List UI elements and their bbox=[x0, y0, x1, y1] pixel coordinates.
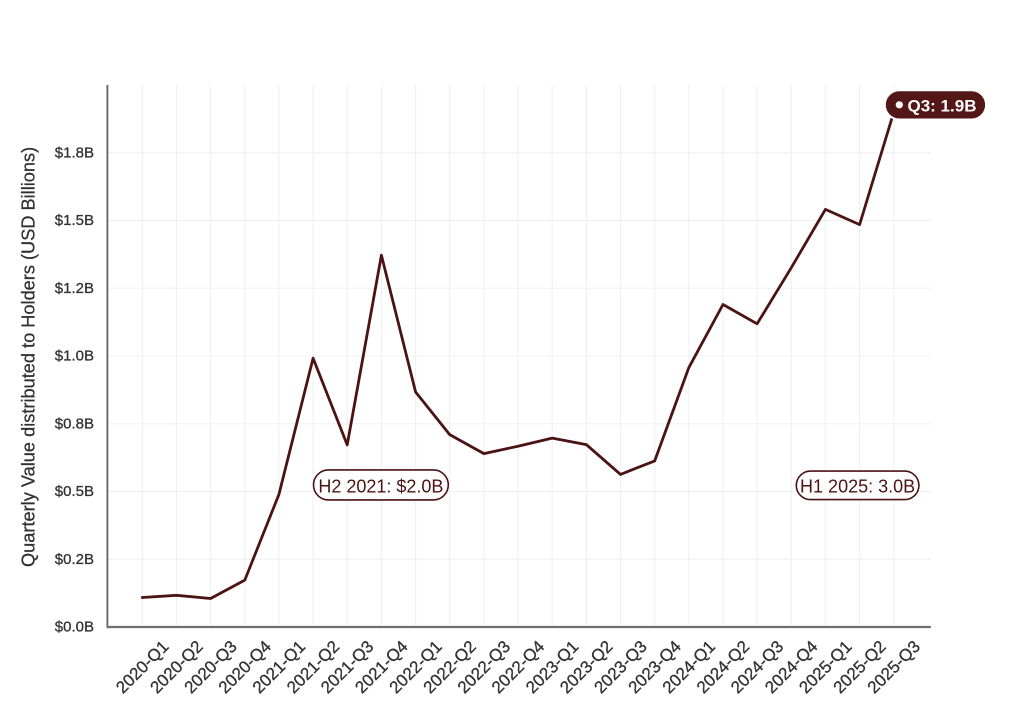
svg-text:$0.2B: $0.2B bbox=[55, 551, 94, 568]
svg-text:Quarterly Value distributed to: Quarterly Value distributed to Holders (… bbox=[19, 147, 39, 567]
svg-text:$0.5B: $0.5B bbox=[55, 483, 94, 500]
svg-text:H1 2025: 3.0B: H1 2025: 3.0B bbox=[800, 477, 915, 497]
svg-text:$1.2B: $1.2B bbox=[55, 280, 94, 297]
svg-text:$1.5B: $1.5B bbox=[55, 212, 94, 229]
svg-text:$0.0B: $0.0B bbox=[55, 619, 94, 636]
svg-text:$0.8B: $0.8B bbox=[55, 415, 94, 432]
svg-text:$1.0B: $1.0B bbox=[55, 348, 94, 365]
svg-text:H2 2021: $2.0B: H2 2021: $2.0B bbox=[318, 476, 443, 496]
svg-text:Q3: 1.9B: Q3: 1.9B bbox=[908, 97, 977, 116]
svg-text:$1.8B: $1.8B bbox=[55, 144, 94, 161]
